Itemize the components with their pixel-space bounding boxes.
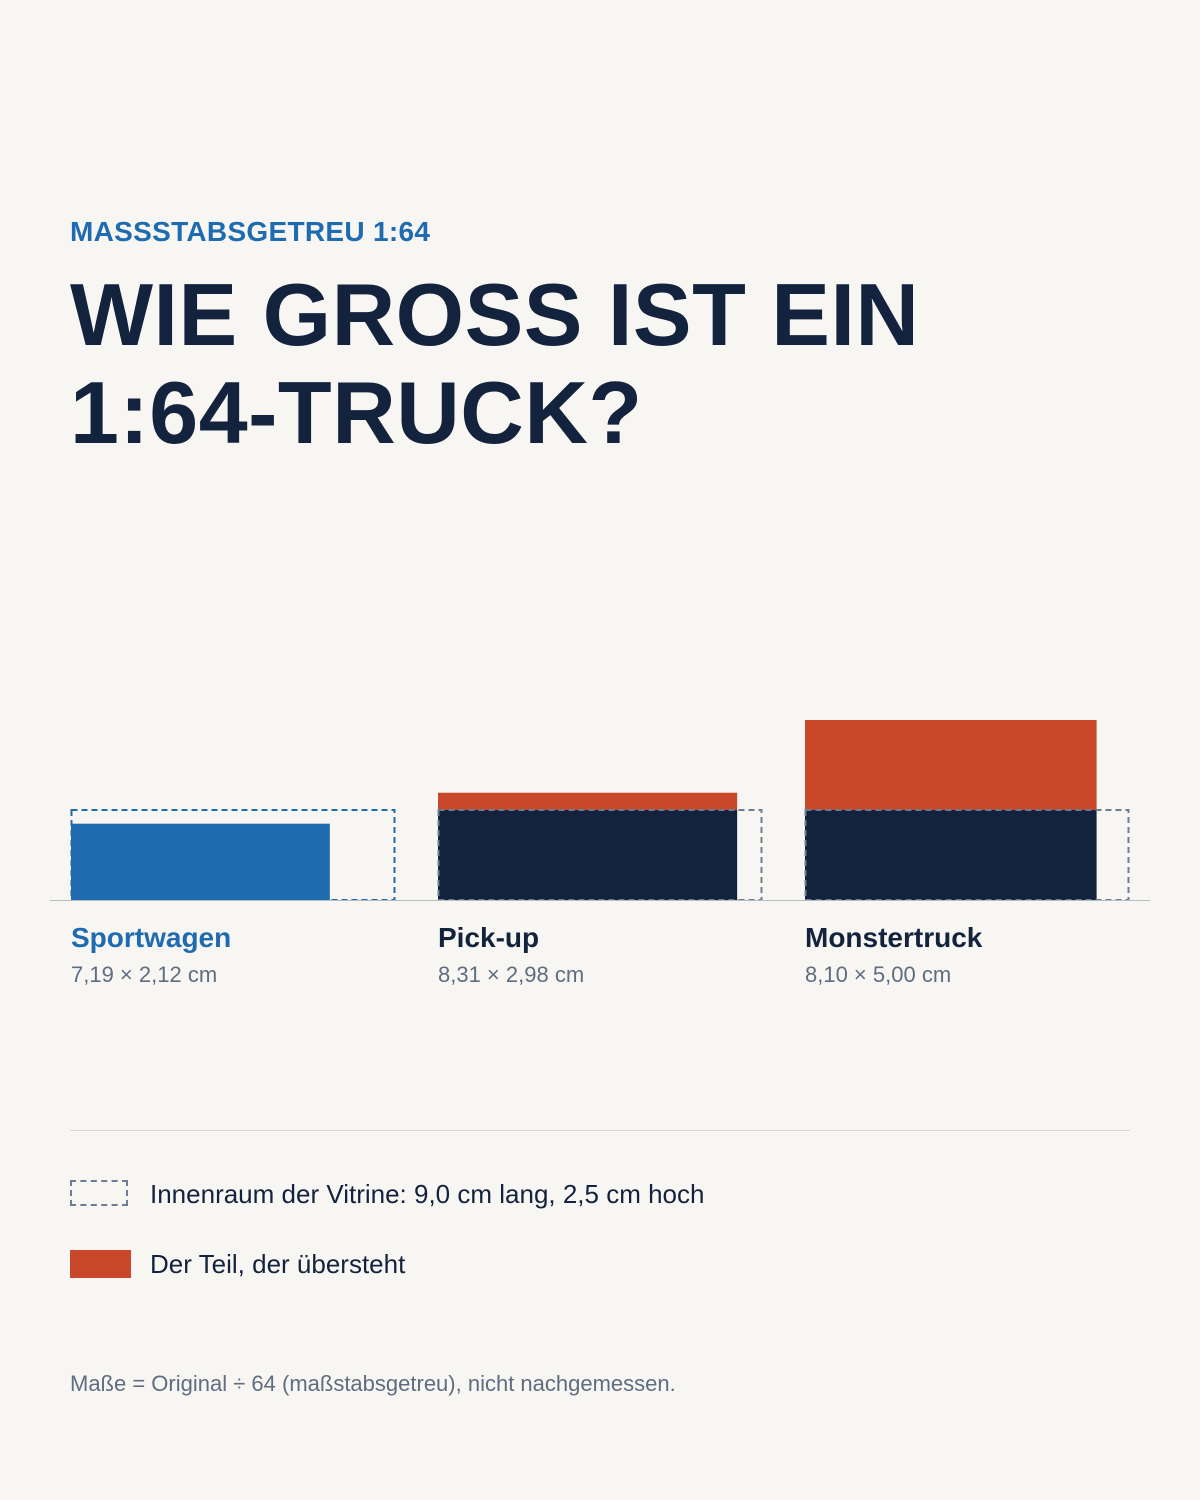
dims-label-sportwagen: 7,19 × 2,12 cm — [71, 962, 217, 987]
bar-monstertruck-inside — [805, 810, 1097, 900]
footnote: Maße = Original ÷ 64 (maßstabsgetreu), n… — [70, 1371, 676, 1396]
bar-monstertruck-overflow — [805, 720, 1097, 810]
category-label-sportwagen: Sportwagen — [71, 922, 231, 953]
dims-label-monstertruck: 8,10 × 5,00 cm — [805, 962, 951, 987]
category-label-monstertruck: Monstertruck — [805, 922, 983, 953]
legend-swatch-vitrine — [70, 1180, 128, 1206]
category-label-pick-up: Pick-up — [438, 922, 539, 953]
page-title: WIE GROSS IST EIN 1:64-TRUCK? — [70, 265, 920, 462]
bar-pick-up-overflow — [438, 792, 738, 810]
legend-label-overflow: Der Teil, der übersteht — [150, 1249, 406, 1279]
kicker-label: MASSSTABSGETREU 1:64 — [70, 216, 431, 247]
dims-label-pick-up: 8,31 × 2,98 cm — [438, 962, 584, 987]
legend-swatch-overflow — [70, 1250, 131, 1278]
legend-label-vitrine: Innenraum der Vitrine: 9,0 cm lang, 2,5 … — [150, 1179, 705, 1209]
divider — [70, 1130, 1130, 1131]
size-comparison-chart: Sportwagen 7,19 × 2,12 cm Pick-up 8,31 × 2,… — [50, 720, 1150, 987]
bar-sportwagen — [71, 823, 330, 900]
bar-pick-up-inside — [438, 810, 738, 900]
